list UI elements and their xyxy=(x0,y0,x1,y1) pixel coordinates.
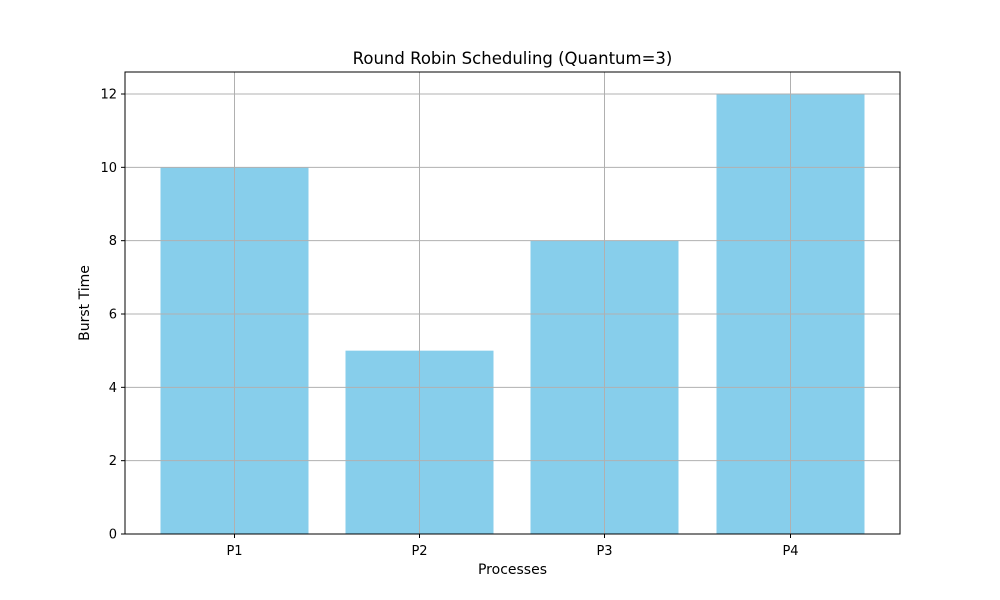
y-tick-label: 12 xyxy=(100,88,117,103)
chart-title: Round Robin Scheduling (Quantum=3) xyxy=(353,49,673,68)
y-tick-label: 10 xyxy=(100,161,117,176)
ticks-layer: 0 2 4 6 8 10 12 P1 P2 P3 P4 xyxy=(100,88,798,560)
x-tick-label-p1: P1 xyxy=(226,544,242,559)
plot-frame xyxy=(124,71,901,535)
y-tick-label: 8 xyxy=(109,234,117,249)
x-tick-label-p3: P3 xyxy=(596,544,612,559)
y-tick-label: 6 xyxy=(109,308,117,323)
y-tick-label: 4 xyxy=(109,381,117,396)
y-tick-label: 0 xyxy=(109,528,117,543)
x-tick-label-p2: P2 xyxy=(411,544,427,559)
y-axis-title: Burst Time xyxy=(77,265,93,341)
y-tick-label: 2 xyxy=(109,454,117,469)
x-tick-label-p4: P4 xyxy=(782,544,798,559)
x-axis-title: Processes xyxy=(478,562,547,578)
